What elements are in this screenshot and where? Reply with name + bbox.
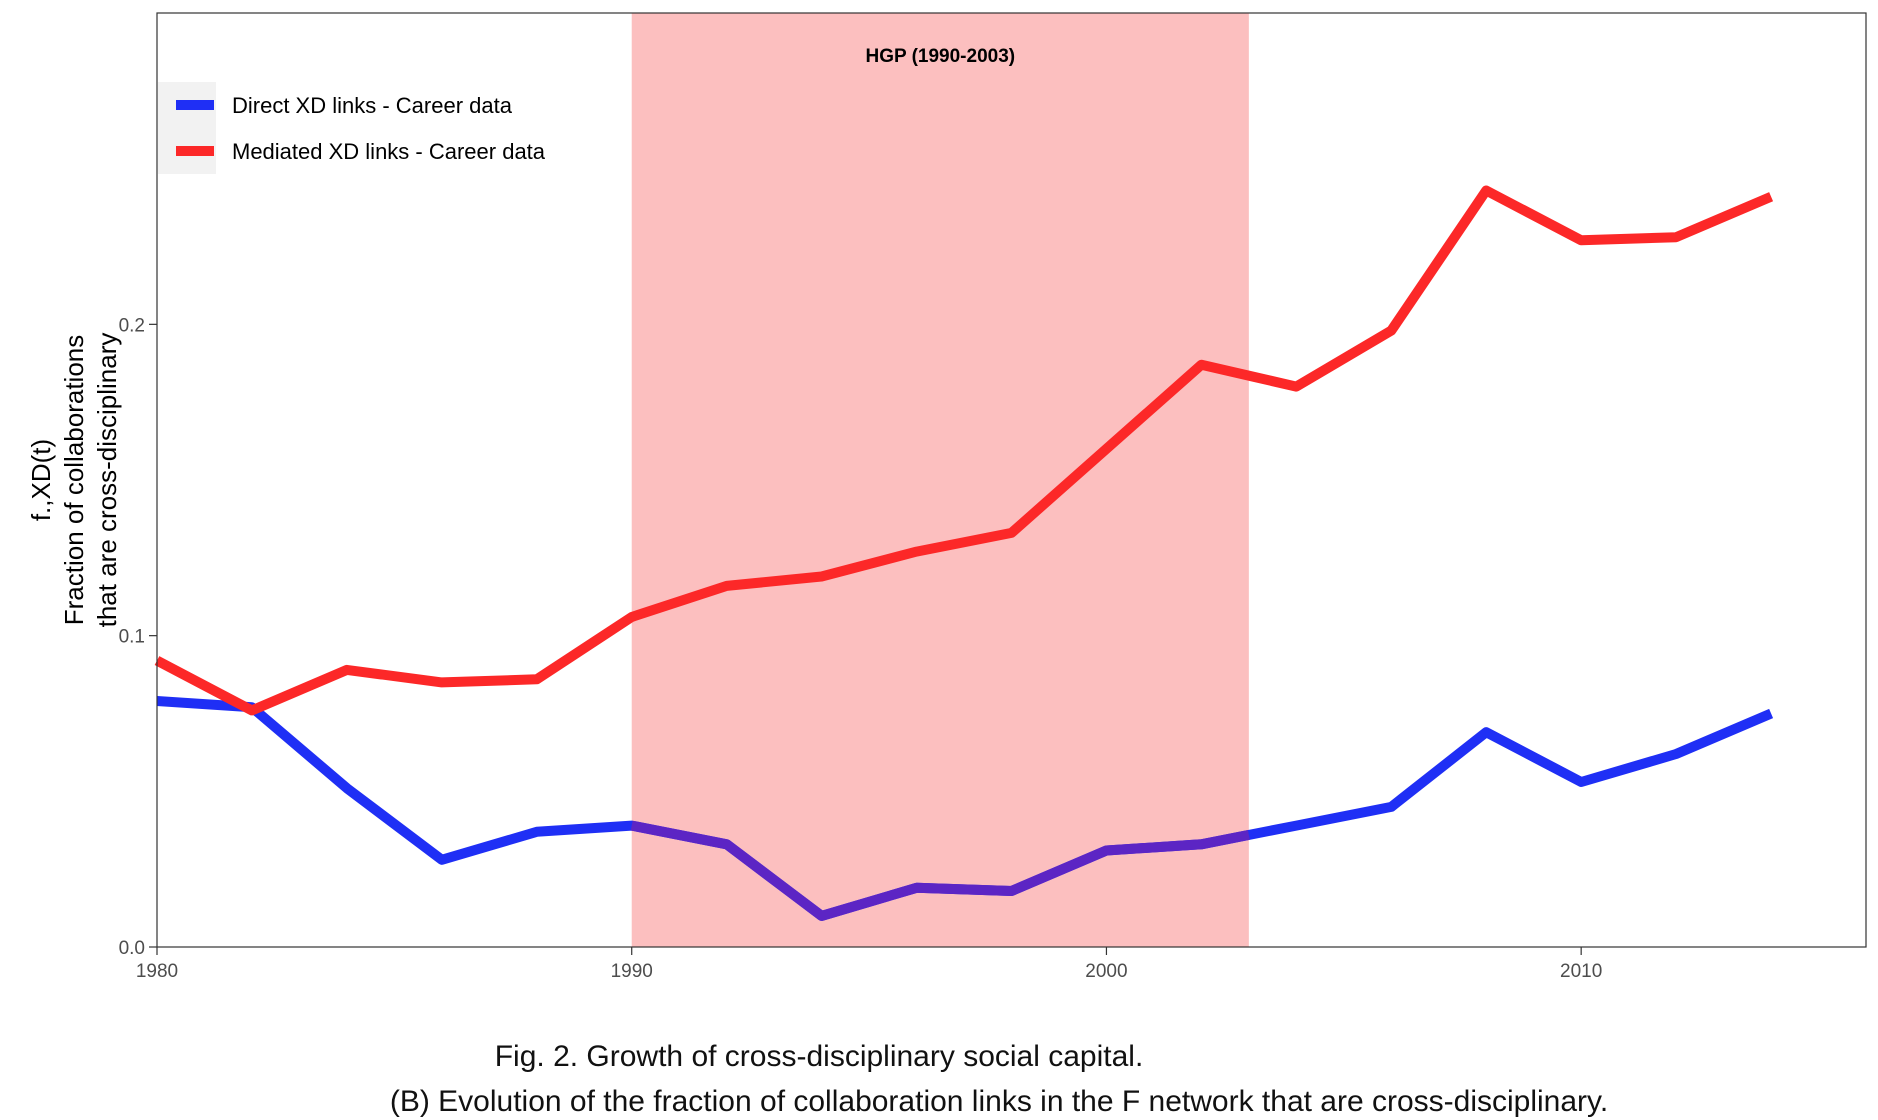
series-line-2 [154,185,1774,716]
axis-layer: 1980 1990 2000 2010 0.0 0.1 0.2 [119,315,1603,982]
series-lines-layer [154,185,1774,921]
y-tick-label-0.0: 0.0 [119,938,145,959]
legend: Direct XD links - Career data Mediated XD… [158,82,546,174]
y-axis-title: f.,XD(t) Fraction of collaborations that a… [26,333,122,628]
series-line-1-in-region [630,820,1250,921]
y-axis-title-group: f.,XD(t) Fraction of collaborations that a… [26,333,122,628]
y-tick-label-0.2: 0.2 [119,315,145,336]
x-tick-label-1980: 1980 [136,961,178,982]
figure-caption-subtitle: (B) Evolution of the fraction of collabo… [389,1085,1609,1118]
legend-key-background [158,82,216,174]
plot-panel-border [156,12,1867,948]
shaded-region-layer: HGP (1990-2003) [631,13,1249,947]
x-tick-label-2010: 2010 [1560,961,1602,982]
figure-caption-title: Fig. 2. Growth of cross-disciplinary soc… [494,1040,1144,1073]
legend-label-2: Mediated XD links - Career data [232,139,546,164]
y-tick-label-0.1: 0.1 [119,627,145,648]
x-tick-label-2000: 2000 [1085,961,1127,982]
hgp-shaded-region [631,13,1249,947]
legend-label-1: Direct XD links - Career data [232,93,513,118]
x-tick-label-1990: 1990 [611,961,653,982]
y-axis-title-line-1: f.,XD(t) [26,439,56,521]
line-chart: HGP (1990-2003) 1980 1990 2000 2010 0.0 0.1 0.… [26,12,1867,982]
y-axis-title-line-2: Fraction of collaborations [59,335,89,625]
y-axis-title-line-3: that are cross-disciplinary [92,333,122,628]
hgp-region-label: HGP (1990-2003) [865,46,1015,67]
